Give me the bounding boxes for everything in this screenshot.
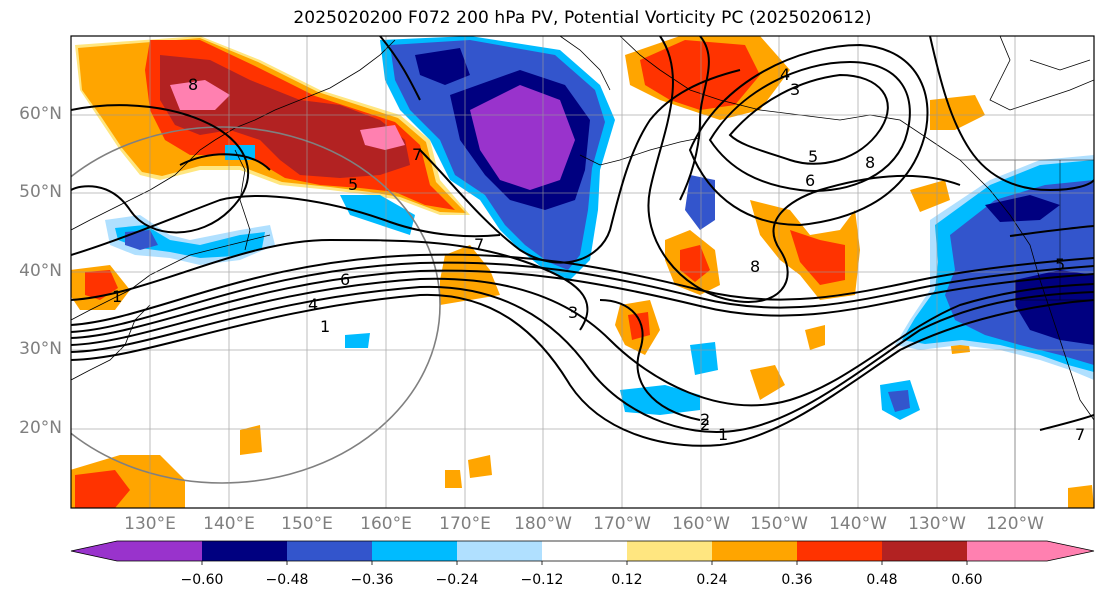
contour-label: 5: [1055, 255, 1065, 274]
positive-pv-okhotsk: [75, 36, 470, 215]
colorbar-tick-label: −0.60: [180, 572, 224, 588]
contour-label: 7: [1075, 425, 1085, 444]
colorbar-tick-label: −0.24: [435, 572, 479, 588]
coastlines: [71, 36, 1094, 421]
lon-label-130w: 130°W: [908, 514, 966, 534]
colorbar-tick-label: −0.12: [520, 572, 564, 588]
contour-label: 1: [718, 425, 728, 444]
contour-labels: 8 7 6 4 3 2 1 5 6 8 7 4 3 5 8 1 2 5 7 1: [112, 65, 1085, 444]
contour-label: 8: [750, 257, 760, 276]
contour-label: 8: [865, 153, 875, 172]
negative-pv-trough: [105, 36, 920, 420]
colorbar-tick-label: −0.48: [265, 572, 309, 588]
lat-label-40n: 40°N: [19, 261, 62, 281]
colorbar-tick-label: 0.60: [951, 572, 983, 588]
contour-label: 2: [700, 410, 710, 429]
contour-label: 1: [320, 317, 330, 336]
pv-contours: [71, 36, 1094, 447]
lon-label-120w: 120°W: [986, 514, 1044, 534]
positive-pv-patches: [71, 95, 1094, 508]
contour-label: 7: [474, 235, 484, 254]
lon-label-150w: 150°W: [750, 514, 808, 534]
contour-label: 2: [700, 415, 710, 434]
colorbar-tick-label: 0.48: [866, 572, 898, 588]
contour-label: 4: [308, 295, 318, 314]
contour-label: 6: [340, 270, 350, 289]
lat-label-50n: 50°N: [19, 182, 62, 202]
gridlines: [71, 36, 1094, 508]
lon-label-170w: 170°W: [593, 514, 651, 534]
colorbar-max-arrow: [1047, 541, 1094, 561]
contour-label: 7: [412, 145, 422, 164]
lon-label-160w: 160°W: [672, 514, 730, 534]
contour-label: 4: [780, 65, 790, 84]
map-frame: [70, 35, 1095, 509]
contour-label: 3: [790, 80, 800, 99]
lon-label-140e: 140°E: [203, 514, 255, 534]
contour-label: 5: [808, 147, 818, 166]
colorbar-tick-label: −0.36: [350, 572, 394, 588]
lat-label-60n: 60°N: [19, 104, 62, 124]
colorbar-tick-label: 0.36: [781, 572, 813, 588]
lon-label-140w: 140°W: [829, 514, 887, 534]
lat-label-20n: 20°N: [19, 418, 62, 438]
map-title: 2025020200 F072 200 hPa PV, Potential Vo…: [293, 8, 872, 28]
colorbar: [70, 540, 1095, 565]
lon-label-160e: 160°E: [360, 514, 412, 534]
contour-label: 1: [112, 287, 122, 306]
colorbar-tick-label: 0.24: [696, 572, 728, 588]
lat-label-30n: 30°N: [19, 339, 62, 359]
lon-label-180w: 180°W: [514, 514, 572, 534]
contour-label: 5: [348, 175, 358, 194]
lon-label-170e: 170°E: [439, 514, 491, 534]
colorbar-min-arrow: [71, 541, 117, 561]
contour-label: 8: [188, 75, 198, 94]
lon-label-130e: 130°E: [124, 514, 176, 534]
lon-label-150e: 150°E: [281, 514, 333, 534]
range-circle: [71, 126, 441, 484]
colorbar-tick-label: 0.12: [611, 572, 643, 588]
contour-label: 6: [805, 171, 815, 190]
contour-label: 3: [568, 303, 578, 322]
